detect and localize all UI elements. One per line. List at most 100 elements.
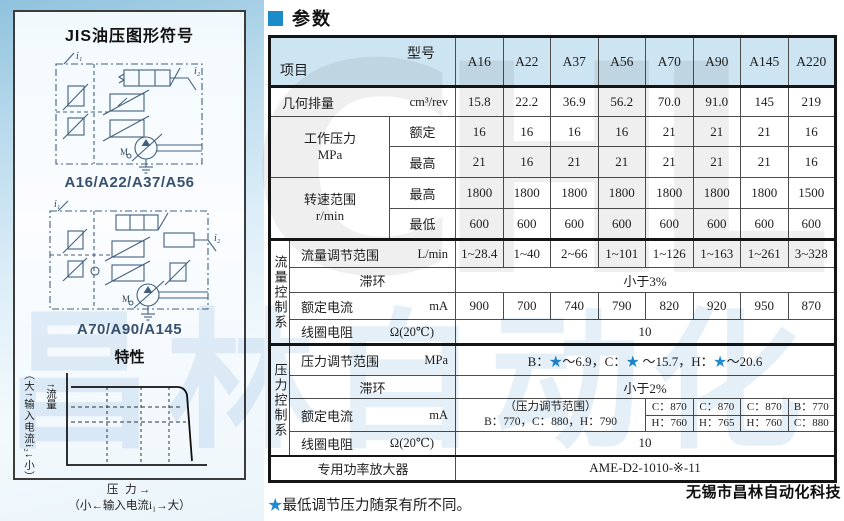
model-header: A220 bbox=[787, 36, 837, 88]
range-text: ～20.6 bbox=[726, 354, 763, 369]
footnote: ★最低调节压力随泵有所不同。 bbox=[268, 494, 471, 515]
value-cell: 21 bbox=[692, 146, 742, 178]
star-icon: ★ bbox=[268, 498, 283, 514]
corner-cell: 型号 项目 bbox=[268, 36, 457, 88]
table-row: 额定电流 mA 900 700 740 790 820 920 950 870 bbox=[270, 292, 837, 320]
model-header: A56 bbox=[597, 36, 647, 88]
footnote-text: 最低调节压力随泵有所不同。 bbox=[282, 498, 472, 514]
corner-model-label: 型号 bbox=[407, 47, 436, 62]
value-cell: （压力调节范围） B：770，C：880，H：790 bbox=[455, 398, 647, 432]
value-cell: 16 bbox=[502, 146, 552, 178]
value-cell: 1800 bbox=[740, 177, 789, 209]
value-cell: 21 bbox=[740, 146, 789, 178]
diagram2-i2-label: i₂ bbox=[214, 233, 221, 244]
jis-symbol-panel: JIS油压图形符号 bbox=[13, 10, 246, 512]
value-cell: C：870 H：765 bbox=[692, 398, 742, 432]
value-cell: 1~163 bbox=[692, 238, 742, 268]
table-row: 滞环 小于3% bbox=[270, 267, 837, 293]
row-unit: Ω(20℃) bbox=[389, 324, 435, 339]
parameters-section: 参数 型号 项目 A16 A22 A37 A56 A70 A90 A145 A2… bbox=[268, 8, 838, 483]
value-cell: 1~40 bbox=[502, 238, 552, 268]
value-cell: 900 bbox=[455, 292, 504, 320]
flow-group-label: 流量控制系 bbox=[269, 238, 290, 345]
row-label-cell: 工作压力 MPa bbox=[269, 116, 390, 178]
value-cell: 600 bbox=[597, 208, 647, 240]
section-title: 参数 bbox=[292, 9, 332, 29]
value-line: B：770 bbox=[789, 400, 835, 416]
diagram2-m-label: M bbox=[122, 294, 130, 304]
value-cell: 21 bbox=[550, 146, 599, 178]
value-cell: 小于2% bbox=[455, 375, 837, 399]
value-cell: 145 bbox=[740, 86, 789, 117]
model-header: A16 bbox=[455, 36, 504, 88]
value-cell: 740 bbox=[550, 292, 599, 320]
section-bullet-icon bbox=[268, 10, 283, 26]
range-text: B： bbox=[527, 354, 550, 369]
hydraulic-circuit-diagram-1: i₁ i₂ M bbox=[54, 51, 203, 174]
characteristics-plot bbox=[66, 373, 207, 466]
row-label: 压力调节范围 bbox=[301, 354, 380, 369]
value-cell: 21 bbox=[645, 116, 694, 147]
value-cell: 820 bbox=[645, 292, 694, 320]
row-unit: r/min bbox=[315, 208, 345, 223]
row-unit: mA bbox=[429, 407, 449, 422]
parameters-table: 型号 项目 A16 A22 A37 A56 A70 A90 A145 A220 … bbox=[268, 35, 838, 483]
value-cell: 70.0 bbox=[645, 86, 694, 117]
row-label: 工作压力 bbox=[303, 130, 356, 146]
value-cell: 2~66 bbox=[550, 238, 599, 268]
value-cell: B：770 C：880 bbox=[787, 398, 837, 432]
chart-flow-label: ↑流量 bbox=[45, 383, 56, 410]
value-cell: 56.2 bbox=[597, 86, 647, 117]
value-cell: 1800 bbox=[455, 177, 504, 209]
value-cell: 15.8 bbox=[455, 86, 504, 117]
value-line: C：870 bbox=[741, 400, 788, 416]
value-cell: 21 bbox=[692, 116, 742, 147]
value-cell: 790 bbox=[597, 292, 647, 320]
diagram1-m-label: M bbox=[120, 147, 128, 157]
value-cell: C：870 H：760 bbox=[645, 398, 694, 432]
value-line: H：765 bbox=[699, 416, 735, 429]
row-unit: Ω(20℃) bbox=[389, 436, 435, 451]
row-label: 几何排量 bbox=[282, 95, 335, 111]
model-header: A145 bbox=[740, 36, 789, 88]
star-icon: ★ bbox=[713, 354, 727, 369]
value-cell: 21 bbox=[645, 146, 694, 178]
table-row: 流量控制系 流量调节范围 L/min 1~28.4 1~40 2~66 1~10… bbox=[269, 238, 837, 345]
model-header: A90 bbox=[692, 36, 742, 88]
value-cell: 600 bbox=[787, 208, 837, 240]
diagram2-caption: A70/A90/A145 bbox=[76, 321, 183, 338]
table-row: 转速范围 r/min 最高 1800 1800 1800 1800 1800 1… bbox=[269, 177, 837, 240]
table-row: 专用功率放大器 AME-D2-1010-※-11 bbox=[268, 454, 837, 482]
value-line: C：880 bbox=[793, 416, 829, 429]
value-cell: 1800 bbox=[692, 177, 742, 209]
value-cell: 16 bbox=[787, 116, 837, 147]
value-cell: 870 bbox=[787, 292, 837, 320]
range-values: B：770，C：880，H：790 bbox=[484, 416, 617, 428]
value-cell: 1~261 bbox=[740, 238, 789, 268]
value-line: C：870 bbox=[694, 400, 740, 416]
value-cell: 16 bbox=[455, 116, 504, 147]
table-row: 额定电流 mA （压力调节范围） B：770，C：880，H：790 C：870… bbox=[270, 398, 837, 432]
diagram1-i1-label: i₁ bbox=[76, 51, 82, 62]
row-unit: mA bbox=[429, 298, 449, 313]
diagram1-caption: A16/A22/A37/A56 bbox=[64, 174, 195, 191]
value-cell: 1~28.4 bbox=[455, 238, 504, 268]
value-cell: 16 bbox=[550, 116, 599, 147]
value-cell: 16 bbox=[787, 146, 837, 178]
value-cell: 10 bbox=[455, 319, 837, 345]
chart-x-axis-label: 压 力→ bbox=[106, 484, 153, 496]
row-label-cell: 流量调节范围 L/min bbox=[288, 238, 457, 268]
sub-label: 最高 bbox=[388, 177, 457, 209]
characteristics-chart: （大↑输入电流i₂↓小） ↑流量 bbox=[17, 367, 242, 485]
row-label: 额定电流 bbox=[301, 299, 354, 315]
table-row: 工作压力 MPa 额定 16 16 16 16 21 21 21 16 bbox=[269, 116, 837, 178]
value-cell: 1800 bbox=[597, 177, 647, 209]
range-note: （压力调节范围） bbox=[504, 401, 597, 413]
table-header-row: 型号 项目 A16 A22 A37 A56 A70 A90 A145 A220 bbox=[268, 36, 837, 88]
sub-label: 最低 bbox=[388, 208, 457, 240]
value-cell: 600 bbox=[550, 208, 599, 240]
value-line: H：760 bbox=[746, 416, 782, 429]
table-row: 线圈电阻 Ω(20℃) 10 bbox=[270, 319, 837, 345]
value-cell: C：870 H：760 bbox=[740, 398, 789, 432]
row-label: 线圈电阻 bbox=[301, 325, 354, 340]
